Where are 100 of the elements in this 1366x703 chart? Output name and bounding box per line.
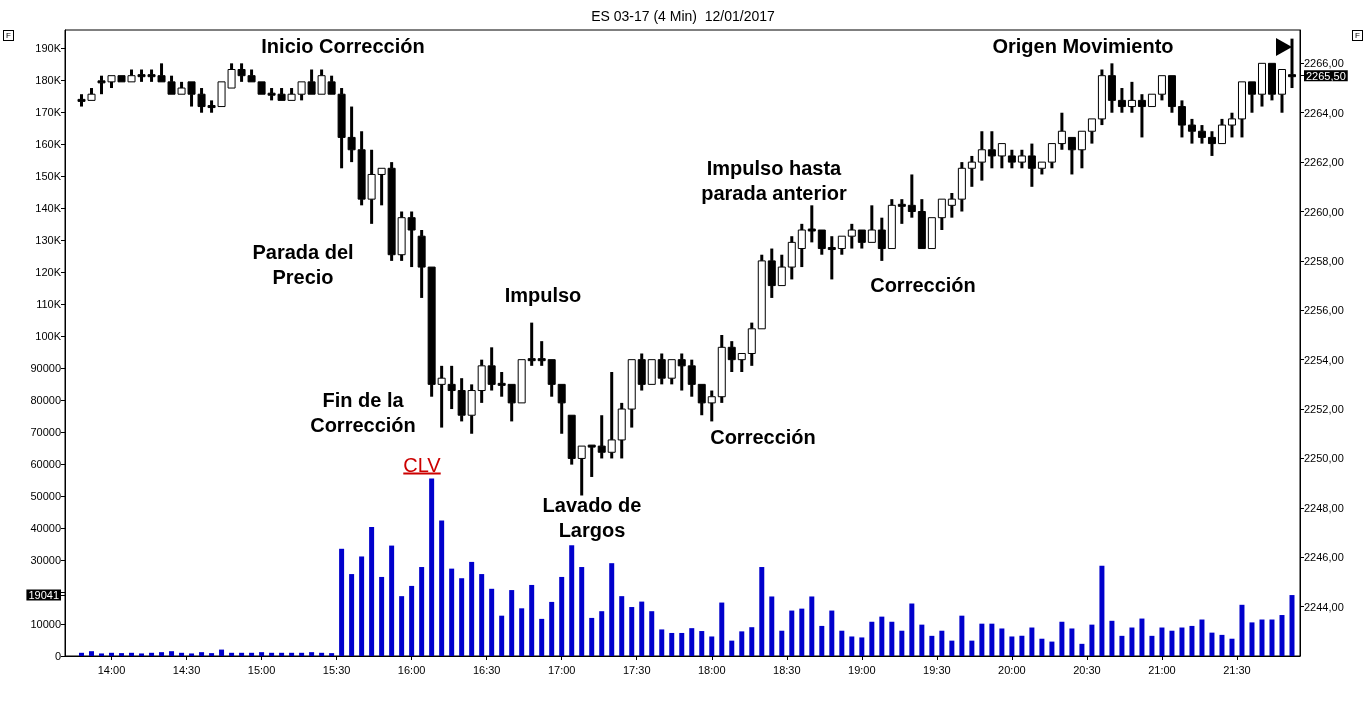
y-tick-label: 150K bbox=[35, 169, 62, 182]
y2-tick-label: 2264,00 bbox=[1304, 106, 1344, 119]
bar bbox=[299, 652, 305, 656]
y-tick-label: 110K bbox=[36, 297, 62, 310]
bar bbox=[139, 653, 145, 656]
candlestick bbox=[737, 353, 746, 373]
bar bbox=[639, 601, 645, 656]
bar bbox=[1169, 630, 1175, 656]
x-tick-label: 21:30 bbox=[1223, 663, 1251, 676]
bar bbox=[329, 653, 335, 656]
bar bbox=[559, 576, 565, 656]
bar bbox=[209, 653, 215, 656]
candlestick bbox=[927, 217, 936, 250]
bar bbox=[649, 611, 655, 656]
bar bbox=[719, 602, 725, 656]
candlestick bbox=[447, 364, 456, 411]
x-tick-label: 14:00 bbox=[97, 663, 126, 676]
bar bbox=[889, 621, 895, 656]
candlestick bbox=[587, 444, 596, 477]
annotation: Parada del Precio bbox=[252, 240, 354, 290]
bar bbox=[389, 545, 395, 656]
bar bbox=[839, 630, 845, 656]
candlestick bbox=[537, 341, 546, 366]
bar bbox=[189, 653, 195, 656]
bar bbox=[769, 596, 775, 656]
text: F bbox=[3, 30, 14, 41]
bar bbox=[1139, 618, 1145, 656]
y2-tick-label: 2258,00 bbox=[1304, 254, 1344, 267]
bar bbox=[709, 636, 715, 656]
x-tick-label: 19:30 bbox=[923, 663, 951, 676]
x-tick-label: 21:00 bbox=[1148, 663, 1176, 676]
bar bbox=[759, 567, 765, 656]
x-tick-label: 20:30 bbox=[1073, 663, 1101, 676]
candlestick bbox=[887, 199, 896, 250]
annotation: Impulso bbox=[504, 282, 582, 308]
candlestick bbox=[1207, 131, 1216, 156]
bar bbox=[1129, 627, 1135, 656]
bar bbox=[419, 567, 425, 656]
bar bbox=[89, 651, 95, 656]
y-tick-label: 160K bbox=[35, 137, 62, 150]
bar bbox=[999, 628, 1005, 656]
x-tick-label: 15:00 bbox=[247, 663, 276, 676]
bar bbox=[1049, 641, 1055, 656]
bar bbox=[629, 607, 635, 656]
candlestick bbox=[437, 364, 446, 428]
candlestick bbox=[627, 359, 636, 428]
bar bbox=[849, 636, 855, 656]
candlestick bbox=[1277, 69, 1286, 113]
candlestick bbox=[1237, 81, 1246, 138]
annotation: Corrección bbox=[710, 424, 816, 450]
bar bbox=[1149, 635, 1155, 656]
x-tick-label: 16:00 bbox=[397, 663, 426, 676]
bar bbox=[819, 625, 825, 656]
candlestick bbox=[917, 199, 926, 250]
y-tick-label: 50000 bbox=[30, 489, 61, 502]
bar bbox=[179, 652, 185, 656]
y2-tick-label: 2250,00 bbox=[1304, 452, 1344, 465]
x-tick-label: 17:00 bbox=[547, 663, 576, 676]
bar bbox=[789, 610, 795, 656]
y2-tick-label: 2244,00 bbox=[1304, 600, 1344, 613]
bar bbox=[149, 652, 155, 656]
candlestick bbox=[907, 174, 916, 218]
candlestick bbox=[1087, 118, 1096, 144]
annotation: Impulso hasta parada anterior bbox=[701, 156, 847, 206]
y-tick-label: 19041 bbox=[28, 589, 59, 602]
candlestick bbox=[1288, 38, 1296, 90]
candlestick bbox=[1247, 81, 1256, 113]
bar bbox=[569, 545, 575, 656]
candlestick bbox=[1057, 112, 1066, 150]
y-tick-label: 140K bbox=[35, 201, 62, 214]
candlestick bbox=[1257, 62, 1266, 107]
bar bbox=[319, 652, 325, 656]
bar bbox=[409, 585, 415, 656]
bar bbox=[509, 590, 515, 656]
bar bbox=[369, 527, 375, 656]
bar bbox=[1289, 595, 1295, 656]
x-tick-label: 20:00 bbox=[998, 663, 1026, 676]
bar bbox=[1269, 619, 1275, 656]
bar bbox=[609, 563, 615, 656]
bar bbox=[749, 627, 755, 656]
annotation: Inicio Corrección bbox=[261, 33, 425, 59]
bar bbox=[539, 618, 545, 656]
bar bbox=[699, 631, 705, 656]
candlestick bbox=[637, 353, 646, 391]
candlestick bbox=[1147, 93, 1156, 108]
bar bbox=[479, 574, 485, 656]
candlestick bbox=[487, 347, 496, 391]
bar bbox=[1259, 619, 1265, 656]
bar bbox=[599, 611, 605, 656]
bar bbox=[779, 630, 785, 656]
candlestick bbox=[647, 359, 656, 385]
candlestick bbox=[817, 229, 826, 255]
bar bbox=[349, 574, 355, 656]
y-tick-label: 100K bbox=[35, 329, 62, 342]
y-tick-label: 70000 bbox=[30, 425, 61, 438]
y-tick-label: 30000 bbox=[30, 553, 61, 566]
y2-tick-label: 2246,00 bbox=[1304, 551, 1344, 564]
bar bbox=[829, 610, 835, 656]
bar bbox=[969, 640, 975, 656]
y-tick-label: 0 bbox=[54, 650, 61, 662]
